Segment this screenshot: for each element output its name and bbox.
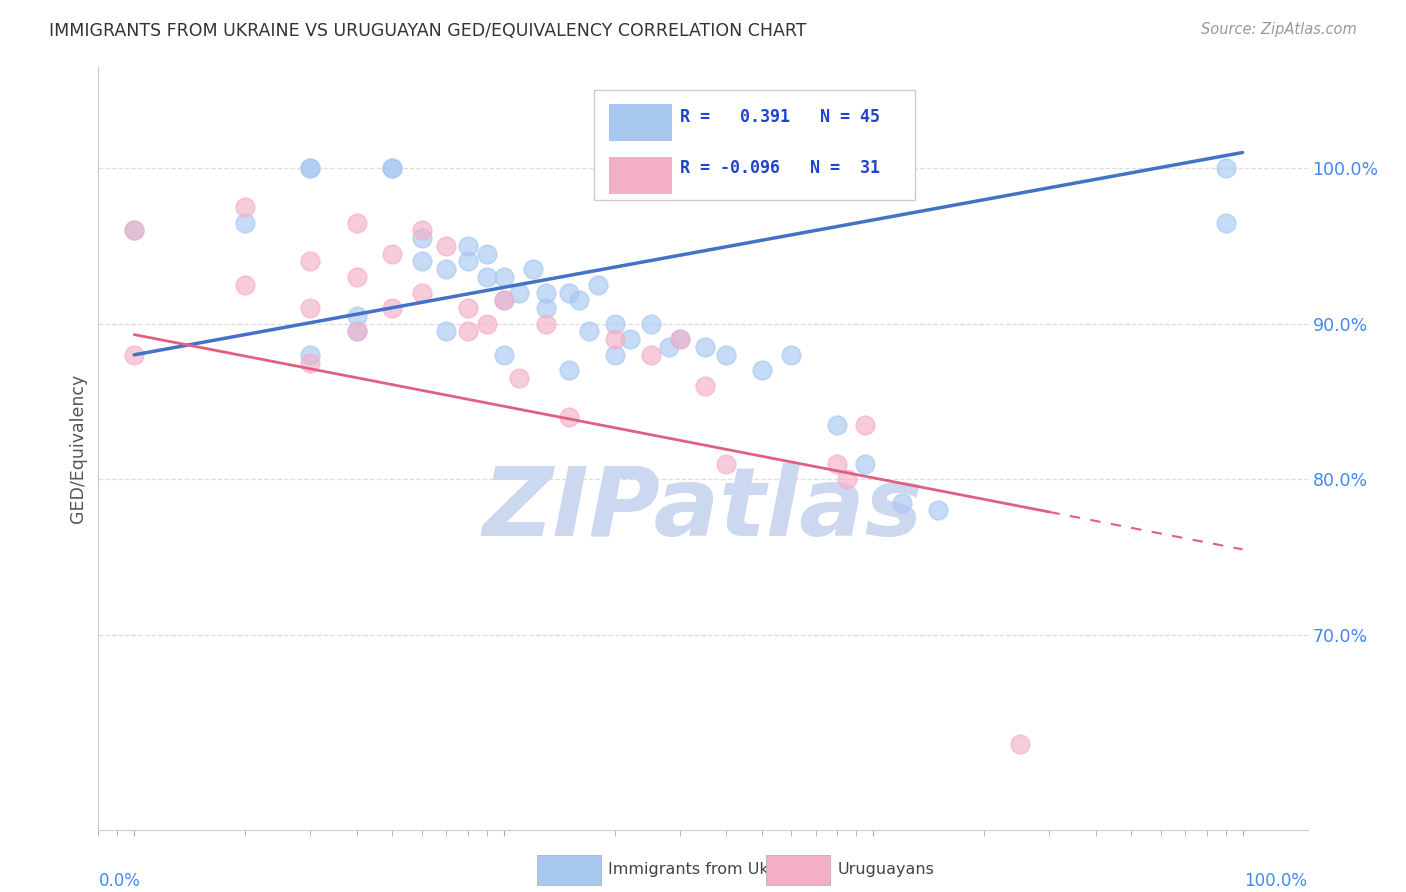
Y-axis label: GED/Equivalency: GED/Equivalency [69, 374, 87, 523]
Text: 0.0%: 0.0% [98, 871, 141, 889]
Point [381, 161, 404, 175]
Point [346, 325, 368, 339]
Point [557, 285, 579, 300]
Point [640, 348, 662, 362]
Point [411, 231, 433, 245]
Point [411, 285, 433, 300]
Point [534, 317, 557, 331]
Point [508, 285, 530, 300]
Point [299, 301, 322, 315]
Point [714, 457, 737, 471]
Point [475, 270, 498, 285]
Point [619, 332, 641, 346]
Point [835, 472, 858, 486]
Point [346, 309, 368, 323]
Point [492, 293, 515, 308]
Point [853, 457, 876, 471]
Point [436, 239, 458, 253]
Text: R = -0.096   N =  31: R = -0.096 N = 31 [681, 160, 880, 178]
Point [411, 254, 433, 268]
Point [299, 161, 322, 175]
Point [578, 325, 600, 339]
Point [299, 161, 322, 175]
Point [534, 301, 557, 315]
Text: Uruguayans: Uruguayans [838, 863, 935, 877]
Point [568, 293, 591, 308]
FancyBboxPatch shape [595, 90, 915, 201]
Point [557, 410, 579, 425]
Text: R =   0.391   N = 45: R = 0.391 N = 45 [681, 108, 880, 126]
Point [457, 239, 479, 253]
FancyBboxPatch shape [609, 157, 672, 194]
Point [235, 200, 257, 214]
Point [603, 348, 626, 362]
Point [640, 317, 662, 331]
Point [346, 215, 368, 229]
Point [853, 417, 876, 432]
Point [557, 363, 579, 377]
Point [927, 503, 949, 517]
Point [475, 246, 498, 260]
Point [457, 301, 479, 315]
Point [299, 348, 322, 362]
Point [693, 379, 716, 393]
Point [714, 348, 737, 362]
Point [457, 325, 479, 339]
Text: 100.0%: 100.0% [1244, 871, 1308, 889]
Text: Source: ZipAtlas.com: Source: ZipAtlas.com [1201, 22, 1357, 37]
Point [827, 417, 849, 432]
Point [235, 277, 257, 292]
Point [122, 223, 145, 237]
Point [299, 356, 322, 370]
Point [436, 262, 458, 277]
Point [346, 325, 368, 339]
Point [475, 317, 498, 331]
FancyBboxPatch shape [609, 104, 672, 141]
Point [346, 270, 368, 285]
Point [827, 457, 849, 471]
Point [457, 254, 479, 268]
Point [381, 161, 404, 175]
Point [492, 348, 515, 362]
Point [492, 270, 515, 285]
Text: ZIPatlas: ZIPatlas [482, 463, 924, 556]
Point [669, 332, 692, 346]
Point [122, 348, 145, 362]
Point [299, 254, 322, 268]
Point [381, 246, 404, 260]
Point [508, 371, 530, 385]
Point [603, 332, 626, 346]
Point [122, 223, 145, 237]
Point [669, 332, 692, 346]
Point [603, 317, 626, 331]
Point [751, 363, 773, 377]
Point [693, 340, 716, 354]
Point [1215, 161, 1237, 175]
Point [586, 277, 609, 292]
Point [411, 223, 433, 237]
Point [891, 496, 914, 510]
Point [1010, 737, 1032, 751]
Point [235, 215, 257, 229]
Point [534, 285, 557, 300]
Point [522, 262, 544, 277]
Text: IMMIGRANTS FROM UKRAINE VS URUGUAYAN GED/EQUIVALENCY CORRELATION CHART: IMMIGRANTS FROM UKRAINE VS URUGUAYAN GED… [49, 22, 807, 40]
Point [492, 293, 515, 308]
Point [780, 348, 803, 362]
Point [1215, 215, 1237, 229]
Point [436, 325, 458, 339]
Point [381, 301, 404, 315]
Point [658, 340, 681, 354]
Text: Immigrants from Ukraine: Immigrants from Ukraine [609, 863, 810, 877]
